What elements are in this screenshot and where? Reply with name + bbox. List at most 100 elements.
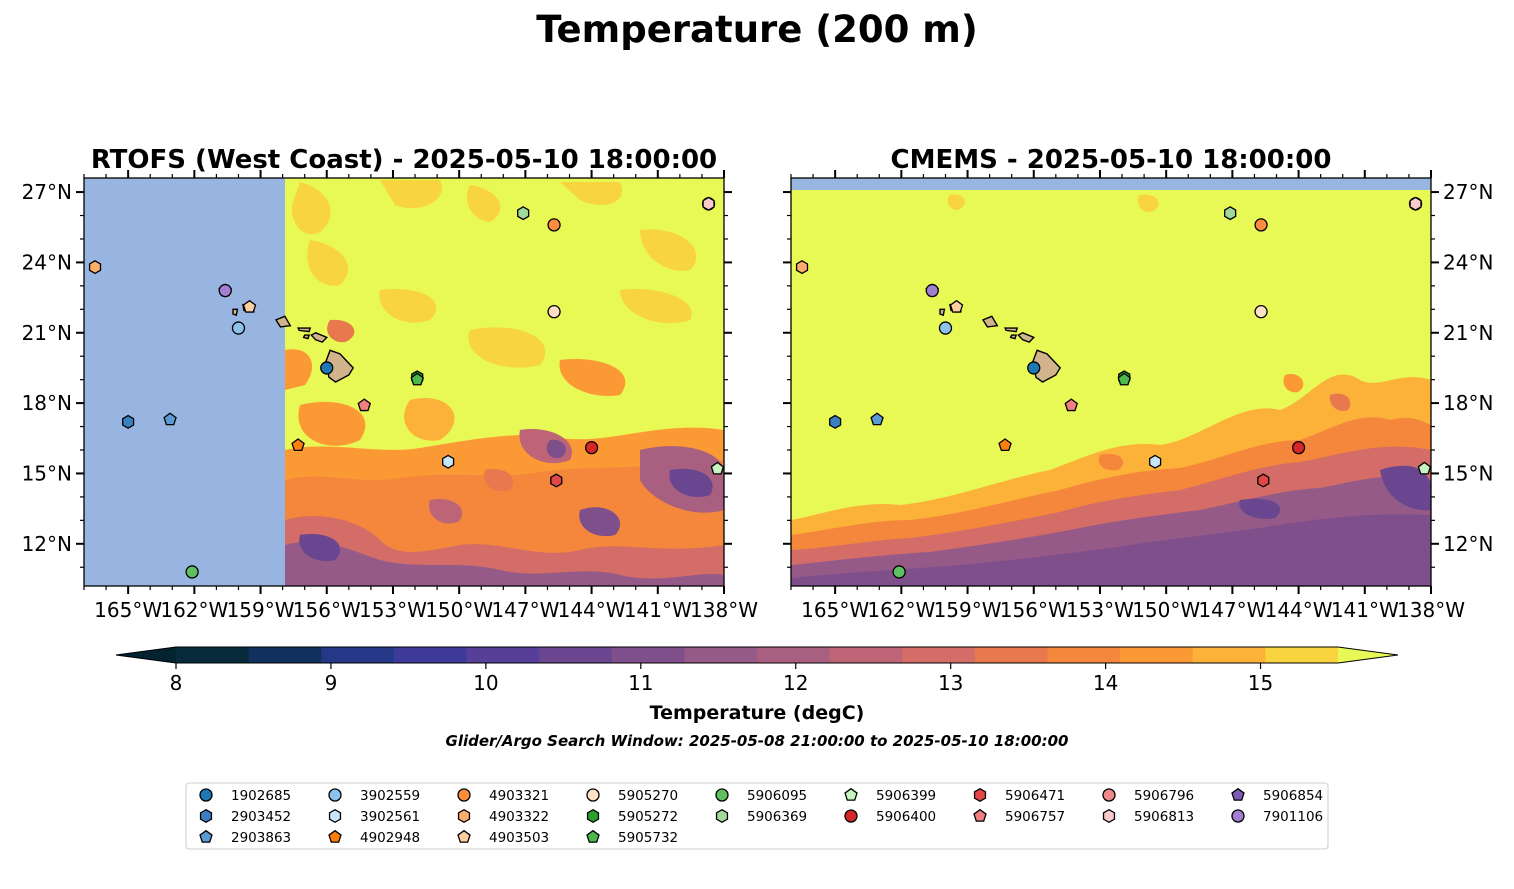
legend-marker-5905272 [586, 808, 600, 824]
island-3 [1009, 334, 1018, 340]
float-marker-4902948 [998, 438, 1012, 452]
legend-marker-5906471 [973, 787, 987, 803]
legend-label: 7901106 [1263, 809, 1323, 825]
island-2 [296, 327, 312, 333]
island-6 [232, 308, 239, 317]
panel-title-rtofs: RTOFS (West Coast) - 2025-05-10 18:00:00 [91, 145, 717, 175]
map-panel-cmems: CMEMS - 2025-05-10 18:00:00 [790, 145, 1432, 587]
colorbar-tick-label: 15 [1248, 671, 1273, 695]
float-marker-5906757 [1064, 398, 1079, 412]
legend-label: 4902948 [360, 830, 420, 846]
lon-tick-label: 147°W [1198, 598, 1266, 622]
float-marker-4903503 [242, 299, 257, 313]
legend-label: 5906095 [747, 788, 807, 804]
legend-marker-5906757 [973, 808, 987, 822]
island-4 [981, 315, 999, 328]
legend-label: 5906471 [1005, 788, 1065, 804]
lon-tick-label: 153°W [359, 598, 427, 622]
float-marker-3902561 [1149, 454, 1162, 469]
float-marker-4903322 [795, 260, 809, 275]
legend-label: 3902561 [360, 809, 420, 825]
legend-label: 1902685 [231, 788, 291, 804]
island-0 [324, 349, 355, 383]
colorbar-tick-label: 10 [473, 671, 498, 695]
lat-tick-label: 21°N [22, 321, 72, 345]
legend-label: 5906400 [876, 809, 936, 825]
float-marker-4903321 [1254, 218, 1268, 232]
lon-tick-label: 150°W [1132, 598, 1200, 622]
island-1 [1017, 332, 1036, 343]
legend-label: 5906757 [1005, 809, 1065, 825]
float-marker-5906813 [1409, 196, 1422, 211]
float-marker-1902685 [320, 361, 334, 375]
legend-marker-5905732 [586, 829, 600, 843]
colorbar-tick-label: 14 [1093, 671, 1118, 695]
legend-frame [185, 782, 1329, 850]
lon-tick-label: 141°W [624, 598, 692, 622]
colorbar-bin [1120, 647, 1194, 663]
lon-tick-label: 138°W [690, 598, 758, 622]
lon-tick-label: 141°W [1331, 598, 1399, 622]
colorbar-bin [829, 647, 903, 663]
legend-label: 5906399 [876, 788, 936, 804]
lon-tick-label: 156°W [1000, 598, 1068, 622]
lon-tick-label: 162°W [867, 598, 935, 622]
lon-tick-label: 159°W [934, 598, 1002, 622]
map-overlay-rtofs: 165°W162°W159°W156°W153°W150°W147°W144°W… [22, 170, 758, 622]
float-marker-2903452 [122, 414, 135, 429]
lat-tick-label: 24°N [22, 250, 72, 274]
float-marker-5905732 [1117, 372, 1131, 386]
float-marker-7901106 [925, 283, 939, 298]
float-marker-5906369 [1224, 206, 1237, 221]
float-marker-5906095 [185, 565, 199, 579]
float-marker-3902559 [938, 321, 953, 335]
legend-label: 5905732 [618, 830, 678, 846]
float-marker-4903503 [949, 299, 964, 313]
float-marker-4903322 [88, 260, 102, 275]
legend-marker-3902559 [328, 788, 342, 802]
temperature-field-cmems [791, 178, 1431, 586]
lon-tick-label: 150°W [425, 598, 493, 622]
colorbar-tick-label: 13 [938, 671, 963, 695]
colorbar-bin [539, 647, 613, 663]
legend-label: 5906813 [1134, 809, 1194, 825]
colorbar-tick-label: 12 [783, 671, 808, 695]
legend-marker-1902685 [199, 788, 213, 802]
colorbar-extend-high [1338, 647, 1398, 663]
temperature-field-rtofs [84, 178, 724, 586]
island-6 [939, 308, 946, 317]
lat-tick-label: 24°N [1443, 250, 1493, 274]
legend-label: 5906854 [1263, 788, 1323, 804]
float-marker-3902559 [231, 321, 246, 335]
float-legend: 1902685 2903452 2903863 3902559 3902561 49029… [185, 782, 1329, 850]
legend-marker-4903503 [457, 829, 471, 843]
legend-label: 4903322 [489, 809, 549, 825]
legend-label: 5906369 [747, 809, 807, 825]
colorbar-tick-label: 9 [325, 671, 338, 695]
float-marker-2903863 [163, 412, 177, 426]
legend-marker-5906854 [1231, 787, 1245, 801]
lon-tick-label: 147°W [491, 598, 559, 622]
colorbar-bin [684, 647, 758, 663]
legend-marker-5905270 [586, 788, 600, 802]
float-marker-2903452 [829, 414, 842, 429]
colorbar-extend-low [116, 647, 176, 663]
island-1 [310, 332, 329, 343]
lat-tick-label: 27°N [22, 180, 72, 204]
float-marker-4903321 [547, 218, 561, 232]
colorbar-bin [1192, 647, 1266, 663]
legend-marker-5906095 [715, 788, 729, 802]
lon-tick-label: 165°W [94, 598, 162, 622]
legend-label: 5906796 [1134, 788, 1194, 804]
colorbar-bin [393, 647, 467, 663]
colorbar-label: Temperature (degC) [650, 702, 865, 724]
lat-tick-label: 12°N [1443, 532, 1493, 556]
colorbar-bin [1265, 647, 1339, 663]
lat-tick-label: 15°N [22, 461, 72, 485]
lat-tick-label: 18°N [22, 391, 72, 415]
colorbar-bin [902, 647, 976, 663]
float-marker-5906369 [517, 206, 530, 221]
colorbar-tick-label: 11 [628, 671, 653, 695]
legend-marker-3902561 [328, 808, 342, 824]
